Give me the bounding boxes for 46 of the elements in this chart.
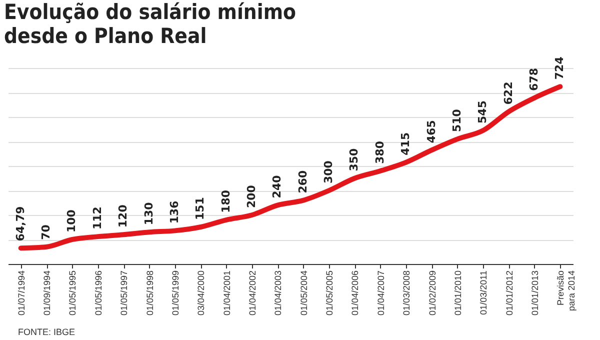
x-tick-label: 01/03/2008 xyxy=(402,270,412,316)
data-label: 130 xyxy=(142,202,156,226)
x-tick-label: 01/04/2001 xyxy=(222,270,232,316)
data-label: 510 xyxy=(450,108,464,132)
x-tick-label: 01/05/1997 xyxy=(119,270,130,316)
chart-title: Evolução do salário mínimo desde o Plano Real xyxy=(4,0,298,48)
x-tick-label: 01/01/2012 xyxy=(504,270,514,316)
x-tick-label: 01/05/1999 xyxy=(170,270,180,316)
x-tick-label: 01/04/2006 xyxy=(350,270,360,316)
data-label: 380 xyxy=(373,140,386,164)
x-tick-label: 01/05/1995 xyxy=(68,270,78,316)
data-label: 240 xyxy=(270,174,284,198)
x-tick-label: 01/05/2005 xyxy=(324,270,335,316)
data-label: 724 xyxy=(553,56,566,80)
data-label: 300 xyxy=(322,160,336,184)
x-tick-label: Previsão para 2014 xyxy=(556,270,577,312)
data-label: 120 xyxy=(116,204,130,228)
data-label: 112 xyxy=(90,206,104,230)
x-tick-label: 01/01/2010 xyxy=(452,270,463,316)
data-label: 136 xyxy=(168,200,181,224)
data-label: 465 xyxy=(424,120,438,144)
x-tick-label: 01/05/2004 xyxy=(298,270,309,316)
x-tick-label: 01/05/1996 xyxy=(93,270,104,316)
data-label: 622 xyxy=(502,82,515,105)
x-tick-label: 01/09/1994 xyxy=(42,270,52,316)
data-label: 100 xyxy=(65,209,78,232)
x-tick-label: 01/04/2002 xyxy=(247,270,258,316)
x-tick-label: 01/02/2009 xyxy=(427,270,438,316)
x-tick-label: 03/04/2000 xyxy=(196,270,206,316)
data-label: 415 xyxy=(399,132,412,156)
x-tick-label: 01/03/2011 xyxy=(478,270,489,315)
data-label: 151 xyxy=(194,197,207,220)
data-label: 678 xyxy=(527,68,540,91)
source-note: FONTE: IBGE xyxy=(18,327,76,337)
x-tick-label: 01/05/1998 xyxy=(144,270,155,316)
x-tick-label: 01/04/2007 xyxy=(376,270,386,316)
data-label: 260 xyxy=(296,170,310,194)
data-label: 545 xyxy=(476,100,490,124)
x-tick-label: 01/01/2013 xyxy=(530,270,540,316)
data-label: 64,79 xyxy=(14,206,27,242)
data-label: 180 xyxy=(219,190,232,213)
data-label: 200 xyxy=(244,184,258,208)
x-tick-label: 01/07/1994 xyxy=(16,270,26,316)
x-tick-label: 01/04/2003 xyxy=(273,270,284,316)
data-label: 350 xyxy=(348,148,361,172)
data-label: 70 xyxy=(40,224,53,240)
